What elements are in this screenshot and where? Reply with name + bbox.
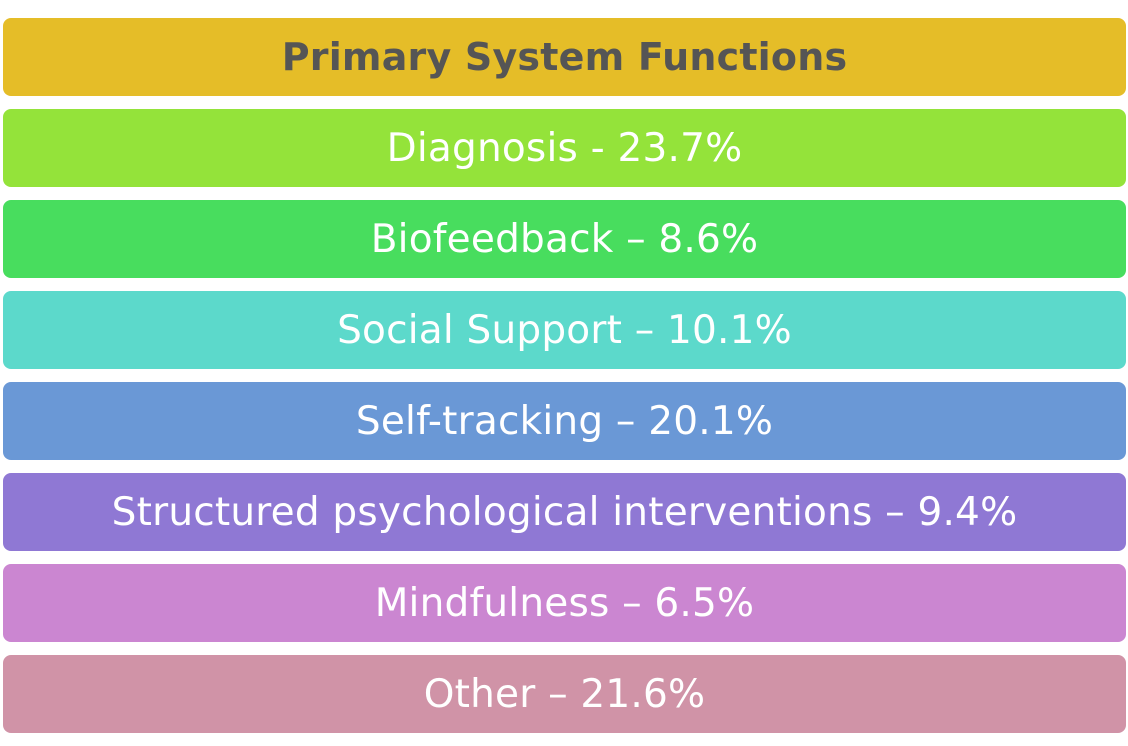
header-bar: Primary System Functions [3,18,1126,96]
item-social-support: Social Support – 10.1% [3,291,1126,369]
item-diagnosis: Diagnosis - 23.7% [3,109,1126,187]
item-label: Social Support – 10.1% [337,307,792,353]
function-list: Primary System Functions Diagnosis - 23.… [3,18,1126,733]
header-title: Primary System Functions [281,35,848,79]
item-label: Self-tracking – 20.1% [355,398,774,444]
item-mindfulness: Mindfulness – 6.5% [3,564,1126,642]
item-label: Diagnosis - 23.7% [386,125,743,171]
item-biofeedback: Biofeedback – 8.6% [3,200,1126,278]
item-self-tracking: Self-tracking – 20.1% [3,382,1126,460]
item-label: Other – 21.6% [423,671,706,717]
item-label: Mindfulness – 6.5% [374,580,755,626]
item-structured-psychological-interventions: Structured psychological interventions –… [3,473,1126,551]
item-label: Biofeedback – 8.6% [370,216,759,262]
item-other: Other – 21.6% [3,655,1126,733]
item-label: Structured psychological interventions –… [111,489,1018,535]
